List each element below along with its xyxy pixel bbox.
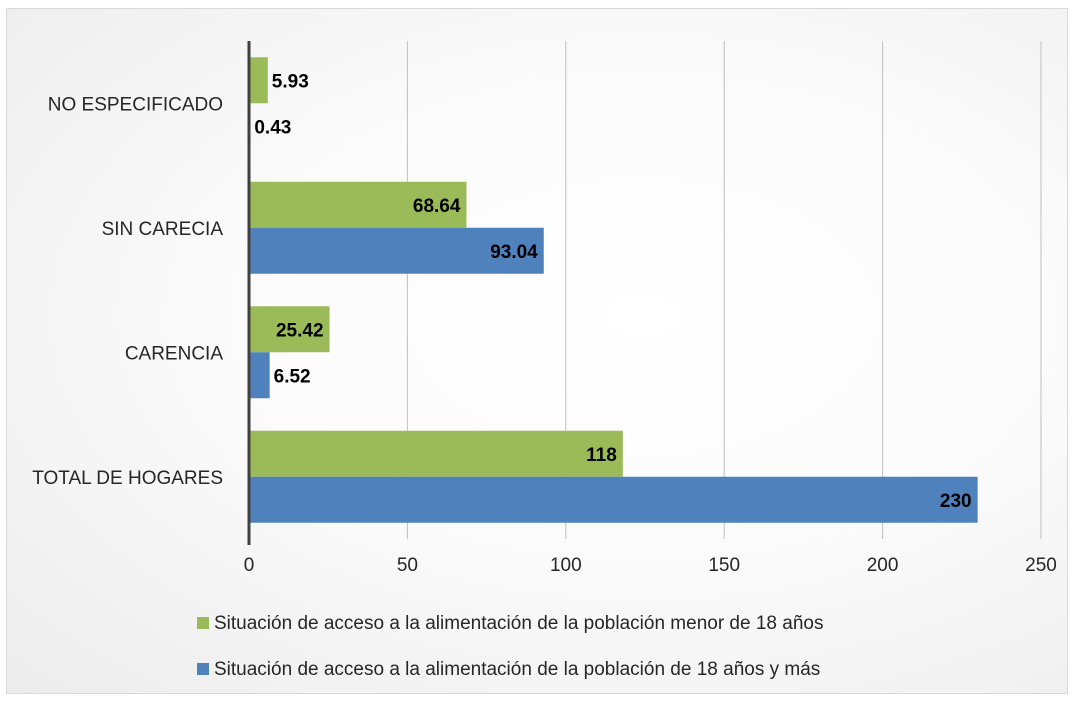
bar-total-de-hogares-series-2 bbox=[249, 476, 978, 523]
x-tick-label-150: 150 bbox=[708, 555, 740, 576]
legend-label-series-2: Situación de acceso a la alimentación de… bbox=[214, 659, 820, 680]
category-label-sin-carecia: SIN CARECIA bbox=[102, 219, 224, 240]
chart-frame: 118 230 25.42 6.52 68.64 93.04 5.93 0.43 0 50 100… bbox=[6, 8, 1068, 694]
axes: 0 50 100 150 200 250 TOTAL DE HOGARES CARENCIA S… bbox=[32, 41, 1057, 576]
category-label-carencia: CARENCIA bbox=[125, 343, 224, 364]
x-tick-label-50: 50 bbox=[397, 555, 418, 576]
legend-label-series-1: Situación de acceso a la alimentación de… bbox=[214, 613, 823, 634]
bar-total-de-hogares-series-1 bbox=[249, 430, 623, 477]
data-label-no-especificado-series-1: 5.93 bbox=[272, 71, 309, 92]
bar-sin-carecia-series-1 bbox=[249, 181, 467, 228]
legend-swatch-series-1 bbox=[197, 617, 209, 629]
data-label-carencia-series-1: 25.42 bbox=[276, 320, 324, 341]
bar-sin-carecia-series-2 bbox=[249, 227, 544, 274]
data-label-total-de-hogares-series-2: 230 bbox=[940, 491, 972, 512]
data-label-no-especificado-series-2: 0.43 bbox=[254, 117, 291, 138]
bars bbox=[249, 57, 978, 523]
bar-chart: 118 230 25.42 6.52 68.64 93.04 5.93 0.43 0 50 100… bbox=[32, 41, 1057, 680]
bar-carencia-series-2 bbox=[249, 352, 270, 399]
x-tick-label-0: 0 bbox=[244, 555, 255, 576]
legend-swatch-series-2 bbox=[197, 663, 209, 675]
data-label-sin-carecia-series-1: 68.64 bbox=[413, 196, 461, 217]
data-labels: 118 230 25.42 6.52 68.64 93.04 5.93 0.43 bbox=[254, 71, 971, 512]
x-tick-label-200: 200 bbox=[867, 555, 899, 576]
legend: Situación de acceso a la alimentación de… bbox=[197, 613, 823, 680]
category-label-no-especificado: NO ESPECIFICADO bbox=[48, 94, 223, 115]
category-label-total-de-hogares: TOTAL DE HOGARES bbox=[32, 468, 223, 489]
x-tick-label-250: 250 bbox=[1025, 555, 1057, 576]
bar-carencia-series-1 bbox=[249, 306, 330, 353]
bar-no-especificado-series-1 bbox=[249, 57, 268, 104]
data-label-carencia-series-2: 6.52 bbox=[274, 366, 311, 387]
x-tick-label-100: 100 bbox=[550, 555, 582, 576]
data-label-total-de-hogares-series-1: 118 bbox=[586, 445, 617, 466]
data-label-sin-carecia-series-2: 93.04 bbox=[490, 242, 538, 263]
